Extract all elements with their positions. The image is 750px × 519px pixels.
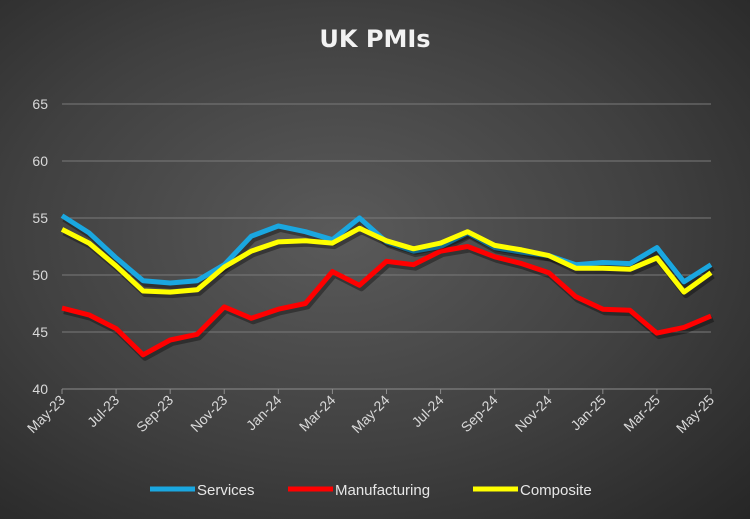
x-tick-label: Sep-24 bbox=[458, 392, 501, 435]
series-shadow bbox=[62, 216, 715, 289]
series-line-composite bbox=[60, 225, 713, 295]
legend-label-services: Services bbox=[197, 482, 255, 499]
x-tick-label: Mar-25 bbox=[620, 392, 663, 435]
x-tick-label: May-25 bbox=[673, 392, 717, 436]
x-tick-label: Sep-23 bbox=[133, 392, 176, 435]
legend-label-manufacturing: Manufacturing bbox=[335, 482, 430, 499]
legend-label-composite: Composite bbox=[520, 482, 592, 499]
y-tick-label: 60 bbox=[32, 153, 48, 169]
series-line-manufacturing bbox=[61, 244, 712, 358]
y-tick-label: 55 bbox=[32, 210, 48, 226]
x-tick-label: Mar-24 bbox=[296, 392, 339, 435]
x-tick-label: May-23 bbox=[24, 392, 68, 436]
x-tick-label: Jul-23 bbox=[84, 392, 122, 430]
y-tick-label: 50 bbox=[32, 267, 48, 283]
y-tick-label: 40 bbox=[32, 381, 48, 397]
series-shadow bbox=[63, 246, 715, 361]
x-tick-label: May-24 bbox=[348, 392, 392, 436]
x-tick-label: Jul-24 bbox=[408, 392, 446, 430]
x-tick-label: Nov-24 bbox=[512, 392, 555, 435]
x-tick-label: Nov-23 bbox=[187, 392, 230, 435]
y-tick-label: 45 bbox=[32, 324, 48, 340]
x-tick-label: Jan-24 bbox=[243, 392, 285, 434]
chart-title: UK PMIs bbox=[319, 25, 430, 53]
y-tick-label: 65 bbox=[32, 96, 48, 112]
x-tick-label: Jan-25 bbox=[567, 392, 609, 434]
